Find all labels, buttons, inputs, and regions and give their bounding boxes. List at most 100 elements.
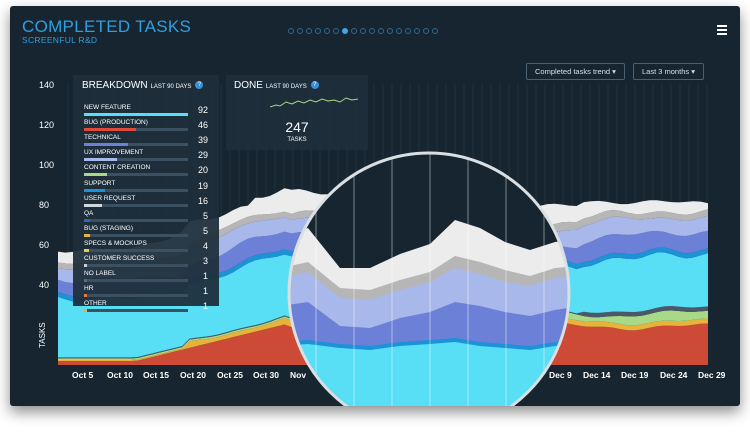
breakdown-row[interactable]: OTHER 1 bbox=[84, 300, 208, 313]
breakdown-value: 1 bbox=[202, 271, 208, 282]
breakdown-value: 16 bbox=[197, 195, 208, 206]
breakdown-row[interactable]: SUPPORT 19 bbox=[84, 179, 208, 192]
x-tick-label: Dec 9 bbox=[549, 370, 572, 380]
series-area bbox=[58, 306, 708, 359]
breakdown-bar bbox=[84, 248, 89, 252]
x-tick-label: Oct 5 bbox=[72, 370, 94, 380]
range-dropdown[interactable]: Last 3 months ▾ bbox=[633, 63, 704, 80]
breakdown-label: SUPPORT bbox=[84, 179, 116, 187]
pager-dot[interactable] bbox=[396, 28, 402, 34]
breakdown-row[interactable]: BUG (PRODUCTION) 46 bbox=[84, 119, 208, 132]
breakdown-label: NEW FEATURE bbox=[84, 104, 131, 111]
breakdown-value: 5 bbox=[202, 210, 208, 221]
breakdown-row[interactable]: HR 1 bbox=[84, 285, 208, 298]
breakdown-value: 39 bbox=[197, 135, 208, 146]
x-tick-label: Nov bbox=[290, 370, 307, 380]
breakdown-label: SPECS & MOCKUPS bbox=[84, 239, 147, 247]
breakdown-bar bbox=[84, 279, 87, 283]
x-tick-label: Dec 24 bbox=[660, 370, 688, 380]
x-tick-label: Oct 25 bbox=[217, 370, 243, 380]
breakdown-label: BUG (STAGING) bbox=[84, 224, 133, 232]
breakdown-row[interactable]: BUG (STAGING) 5 bbox=[84, 224, 208, 237]
pager-dot[interactable] bbox=[342, 28, 348, 34]
page-title: COMPLETED TASKS bbox=[22, 17, 192, 36]
pager-dot[interactable] bbox=[351, 28, 357, 34]
breakdown-label: BUG (PRODUCTION) bbox=[84, 119, 148, 127]
breakdown-bar bbox=[84, 309, 87, 313]
help-icon[interactable]: ? bbox=[195, 81, 204, 90]
y-tick-label: 120 bbox=[39, 120, 55, 130]
breakdown-bar-track bbox=[84, 203, 188, 207]
breakdown-panel: BREAKDOWN LAST 90 DAYS? NEW FEATURE 92 BUG … bbox=[73, 75, 219, 313]
trend-dropdown[interactable]: Completed tasks trend ▾ bbox=[526, 63, 625, 80]
breakdown-row[interactable]: UX IMPROVEMENT 29 bbox=[84, 149, 208, 162]
chevron-down-icon: ▾ bbox=[691, 67, 695, 76]
x-tick-label: Dec 14 bbox=[583, 370, 611, 380]
breakdown-value: 5 bbox=[202, 225, 208, 236]
breakdown-bar-track bbox=[84, 248, 188, 252]
breakdown-value: 20 bbox=[197, 165, 208, 176]
breakdown-bar-track bbox=[84, 309, 188, 313]
breakdown-bar bbox=[84, 218, 90, 222]
breakdown-value: 29 bbox=[197, 150, 208, 161]
breakdown-bar-track bbox=[84, 158, 188, 162]
x-tick-label: Oct 10 bbox=[107, 370, 133, 380]
breakdown-row[interactable]: NO LABEL 1 bbox=[84, 270, 208, 283]
breakdown-value: 92 bbox=[197, 105, 208, 115]
breakdown-row[interactable]: QA 5 bbox=[84, 210, 208, 222]
breakdown-value: 1 bbox=[202, 286, 208, 297]
pager-dot[interactable] bbox=[288, 28, 294, 34]
breakdown-bar bbox=[84, 143, 129, 147]
pager-dot[interactable] bbox=[360, 28, 366, 34]
breakdown-row[interactable]: NEW FEATURE 92 bbox=[84, 104, 208, 116]
breakdown-row[interactable]: TECHNICAL 39 bbox=[84, 134, 208, 147]
breakdown-label: UX IMPROVEMENT bbox=[84, 149, 144, 157]
breakdown-label: NO LABEL bbox=[84, 270, 116, 278]
pager-dot[interactable] bbox=[432, 28, 438, 34]
pager-dot[interactable] bbox=[405, 28, 411, 34]
breakdown-title: BREAKDOWN LAST 90 DAYS? bbox=[82, 80, 204, 91]
breakdown-bar-track bbox=[84, 188, 188, 192]
pager-dot[interactable] bbox=[306, 28, 312, 34]
done-panel: DONE LAST 90 DAYS? 247 TASKS bbox=[226, 75, 368, 150]
breakdown-bar-track bbox=[84, 128, 188, 132]
breakdown-bar bbox=[84, 128, 136, 132]
breakdown-label: CUSTOMER SUCCESS bbox=[84, 255, 155, 262]
pager-dot[interactable] bbox=[414, 28, 420, 34]
breakdown-label: TECHNICAL bbox=[84, 134, 121, 142]
breakdown-row[interactable]: USER REQUEST 16 bbox=[84, 195, 208, 207]
lens-band bbox=[289, 342, 569, 406]
pager-dot[interactable] bbox=[315, 28, 321, 34]
breakdown-bar bbox=[84, 203, 103, 207]
lens-rim bbox=[287, 151, 571, 406]
breakdown-bar-track bbox=[84, 264, 188, 267]
pager-dot[interactable] bbox=[333, 28, 339, 34]
chevron-down-icon: ▾ bbox=[612, 67, 616, 76]
pager-dot[interactable] bbox=[387, 28, 393, 34]
done-count: 247 bbox=[285, 119, 309, 135]
breakdown-bar-track bbox=[84, 294, 188, 298]
slide-pager[interactable] bbox=[288, 28, 438, 34]
menu-icon[interactable] bbox=[717, 25, 727, 37]
trend-dropdown-label: Completed tasks trend bbox=[535, 67, 611, 76]
breakdown-row[interactable]: SPECS & MOCKUPS 4 bbox=[84, 239, 208, 252]
breakdown-row[interactable]: CONTENT CREATION 20 bbox=[84, 164, 208, 177]
breakdown-bar-track bbox=[84, 279, 188, 283]
y-tick-label: 60 bbox=[39, 240, 50, 250]
breakdown-bar-track bbox=[84, 113, 188, 116]
breakdown-bar bbox=[84, 173, 107, 177]
pager-dot[interactable] bbox=[297, 28, 303, 34]
pager-dot[interactable] bbox=[324, 28, 330, 34]
breakdown-value: 3 bbox=[202, 256, 208, 266]
pager-dot[interactable] bbox=[369, 28, 375, 34]
breakdown-bar-track bbox=[84, 233, 188, 237]
breakdown-bar-track bbox=[84, 218, 188, 222]
pager-dot[interactable] bbox=[423, 28, 429, 34]
breakdown-row[interactable]: CUSTOMER SUCCESS 3 bbox=[84, 255, 208, 267]
done-unit: TASKS bbox=[287, 137, 307, 143]
help-icon[interactable]: ? bbox=[310, 81, 319, 90]
stacked-area-chart bbox=[58, 84, 708, 406]
pager-dot[interactable] bbox=[378, 28, 384, 34]
breakdown-value: 4 bbox=[202, 240, 208, 251]
x-tick-label: Oct 15 bbox=[143, 370, 169, 380]
